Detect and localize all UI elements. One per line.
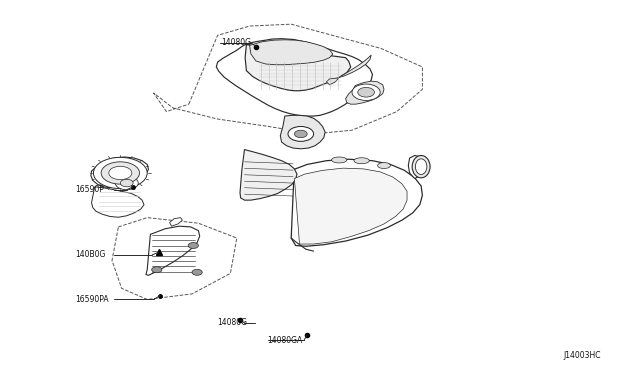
Text: 140B0G: 140B0G: [76, 250, 106, 259]
Circle shape: [152, 267, 162, 273]
Polygon shape: [326, 55, 371, 85]
Ellipse shape: [332, 157, 347, 163]
Ellipse shape: [378, 163, 390, 169]
Polygon shape: [91, 157, 148, 187]
Text: 14080G: 14080G: [218, 318, 248, 327]
Circle shape: [358, 87, 374, 97]
Polygon shape: [250, 40, 333, 65]
Circle shape: [120, 179, 133, 187]
Circle shape: [294, 130, 307, 138]
Ellipse shape: [354, 158, 369, 164]
Text: 16590P: 16590P: [76, 185, 104, 194]
Polygon shape: [92, 187, 144, 217]
Text: J14003HC: J14003HC: [563, 351, 601, 360]
Text: 14080GA: 14080GA: [268, 336, 303, 345]
Text: 16590PA: 16590PA: [76, 295, 109, 304]
Polygon shape: [346, 81, 384, 104]
Polygon shape: [280, 115, 325, 149]
Circle shape: [192, 269, 202, 275]
Polygon shape: [291, 159, 422, 246]
Polygon shape: [240, 150, 297, 200]
Circle shape: [101, 162, 140, 184]
Circle shape: [352, 84, 380, 100]
Circle shape: [115, 176, 138, 190]
Polygon shape: [245, 45, 351, 91]
Text: 14080G: 14080G: [221, 38, 251, 47]
Polygon shape: [170, 218, 182, 226]
Polygon shape: [216, 39, 372, 116]
Ellipse shape: [412, 155, 430, 178]
Circle shape: [109, 166, 132, 180]
Polygon shape: [408, 155, 428, 179]
Polygon shape: [294, 168, 407, 244]
Polygon shape: [146, 226, 200, 275]
Circle shape: [93, 157, 147, 189]
Circle shape: [188, 243, 198, 248]
Ellipse shape: [415, 159, 427, 174]
Circle shape: [288, 126, 314, 141]
